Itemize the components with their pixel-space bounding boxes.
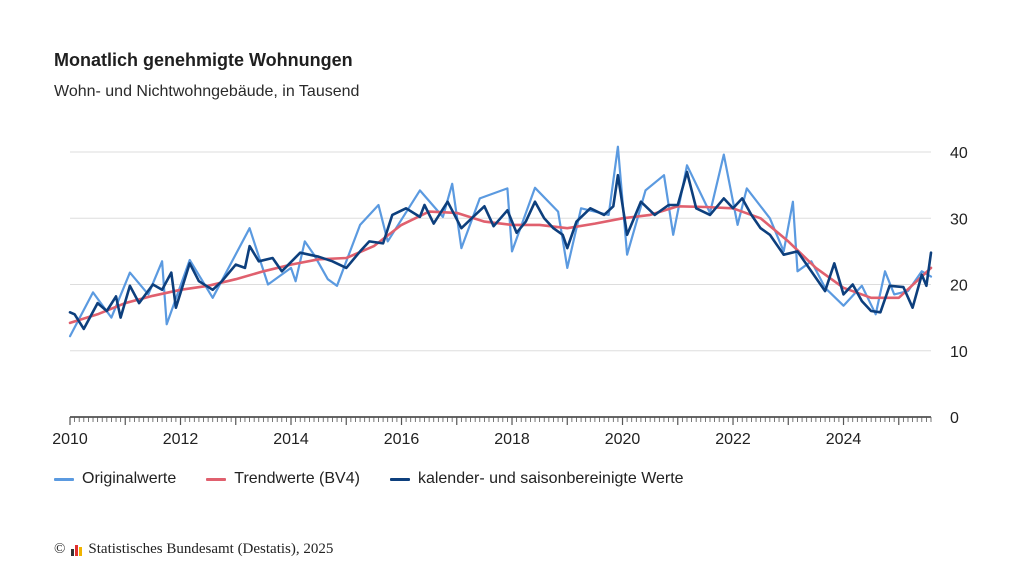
copyright-source: Statistisches Bundesamt (Destatis), 2025 [88, 541, 334, 557]
legend-swatch-trend [206, 477, 227, 481]
chart-legend: Originalwerte Trendwerte (BV4) kalender-… [54, 470, 684, 488]
legend-item-trend[interactable]: Trendwerte (BV4) [206, 470, 360, 488]
chart-subtitle: Wohn- und Nichtwohngebäude, in Tausend [54, 83, 360, 100]
y-tick-label: 0 [950, 410, 959, 427]
legend-swatch-original [54, 477, 74, 481]
source-footer: © Statistisches Bundesamt (Destatis), 20… [54, 541, 333, 558]
x-tick-label: 2018 [494, 431, 530, 448]
x-tick-label: 2016 [384, 431, 420, 448]
legend-item-adjusted[interactable]: kalender- und saisonbereinigte Werte [389, 470, 684, 488]
x-tick-label: 2022 [715, 431, 751, 448]
y-tick-label: 10 [950, 344, 968, 361]
legend-item-original[interactable]: Originalwerte [54, 470, 176, 488]
series-line-trend [68, 205, 933, 325]
chart-title: Monatlich genehmigte Wohnungen [54, 50, 353, 70]
legend-label-adjusted: kalender- und saisonbereinigte Werte [417, 470, 684, 487]
series-line-original [68, 145, 933, 338]
legend-label-trend: Trendwerte (BV4) [234, 470, 360, 487]
x-tick-label: 2012 [163, 431, 199, 448]
x-tick-label: 2010 [52, 431, 88, 448]
y-tick-label: 20 [950, 278, 968, 295]
x-tick-label: 2014 [273, 431, 309, 448]
series-line-adjusted [68, 170, 933, 331]
x-tick-label: 2024 [826, 431, 862, 448]
legend-swatch-adjusted [389, 477, 410, 481]
copyright-text: © [54, 541, 66, 557]
destatis-logo-icon [71, 544, 83, 556]
y-tick-label: 30 [950, 211, 968, 228]
y-tick-label: 40 [950, 145, 968, 162]
legend-label-original: Originalwerte [82, 470, 177, 487]
x-tick-label: 2020 [605, 431, 641, 448]
